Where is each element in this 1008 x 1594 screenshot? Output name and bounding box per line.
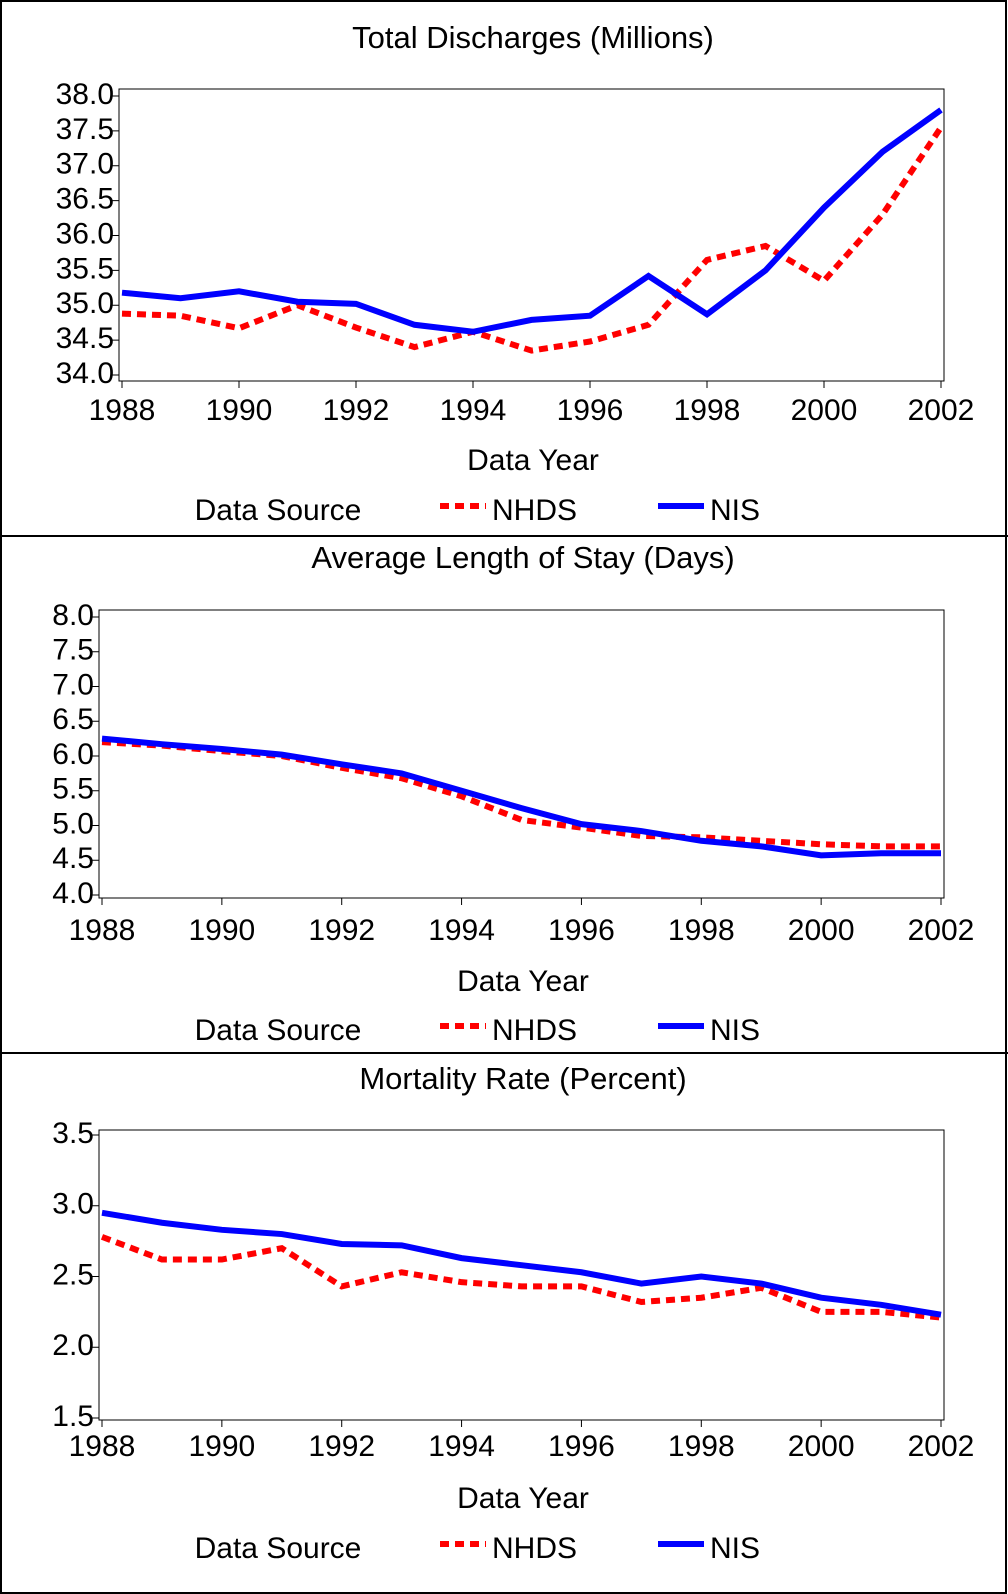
x-tick-label: 1992 — [308, 914, 375, 947]
x-tick-label: 1998 — [668, 1430, 735, 1463]
x-tick-label: 1990 — [188, 1430, 255, 1463]
plot-frame — [98, 1129, 945, 1421]
y-tick-label: 4.0 — [52, 877, 94, 910]
legend-label: NHDS — [492, 494, 577, 527]
x-tick-label: 2002 — [908, 394, 975, 427]
x-tick-label: 1998 — [674, 394, 741, 427]
y-tick-label: 2.0 — [52, 1329, 94, 1362]
y-tick-label: 36.5 — [56, 183, 114, 216]
x-tick-label: 2000 — [791, 394, 858, 427]
y-tick-label: 5.5 — [52, 773, 94, 806]
series-line — [100, 1234, 942, 1321]
legend-title: Data Source — [195, 1532, 362, 1565]
y-tick-label: 5.0 — [52, 807, 94, 840]
y-tick-label: 1.5 — [52, 1400, 94, 1433]
x-tick-label: 1988 — [89, 394, 156, 427]
x-tick-label: 1994 — [428, 1430, 495, 1463]
y-tick-label: 38.0 — [56, 78, 114, 111]
y-tick-label: 35.5 — [56, 252, 114, 285]
y-tick-label: 3.0 — [52, 1188, 94, 1221]
y-tick-label: 34.0 — [56, 357, 114, 390]
plot-frame — [98, 609, 945, 899]
chart-title: Total Discharges (Millions) — [352, 20, 714, 55]
x-tick-label: 1988 — [69, 914, 136, 947]
x-tick-label: 1994 — [428, 914, 495, 947]
x-tick-label: 1990 — [188, 914, 255, 947]
y-tick-label: 6.5 — [52, 703, 94, 736]
y-tick-label: 37.5 — [56, 113, 114, 146]
x-axis-label: Data Year — [457, 965, 589, 998]
legend-label: NHDS — [492, 1014, 577, 1047]
series-line — [121, 107, 943, 335]
y-tick-label: 35.0 — [56, 287, 114, 320]
series-line — [121, 125, 944, 354]
y-tick-label: 7.0 — [52, 668, 94, 701]
series-line — [101, 735, 941, 859]
series-line — [101, 1209, 942, 1318]
legend-label: NIS — [710, 1532, 760, 1565]
x-tick-label: 2002 — [908, 914, 975, 947]
series-line — [101, 739, 941, 850]
chart-title: Average Length of Stay (Days) — [311, 540, 734, 575]
x-tick-label: 1992 — [308, 1430, 375, 1463]
x-tick-label: 1998 — [668, 914, 735, 947]
y-tick-label: 7.5 — [52, 634, 94, 667]
y-tick-label: 2.5 — [52, 1258, 94, 1291]
x-tick-label: 1996 — [548, 914, 615, 947]
legend-title: Data Source — [195, 494, 362, 527]
x-tick-label: 1990 — [206, 394, 273, 427]
x-tick-label: 1994 — [440, 394, 507, 427]
x-tick-label: 1996 — [548, 1430, 615, 1463]
x-tick-label: 2002 — [908, 1430, 975, 1463]
x-tick-label: 2000 — [788, 914, 855, 947]
legend-title: Data Source — [195, 1014, 362, 1047]
y-tick-label: 4.5 — [52, 842, 94, 875]
y-tick-label: 36.0 — [56, 217, 114, 250]
chart-title: Mortality Rate (Percent) — [359, 1061, 686, 1096]
x-axis-label: Data Year — [467, 444, 599, 477]
x-tick-label: 1992 — [323, 394, 390, 427]
legend-label: NIS — [710, 1014, 760, 1047]
x-tick-label: 1996 — [557, 394, 624, 427]
y-tick-label: 37.0 — [56, 148, 114, 181]
y-tick-label: 6.0 — [52, 738, 94, 771]
x-tick-label: 2000 — [788, 1430, 855, 1463]
y-tick-label: 8.0 — [52, 599, 94, 632]
plot-frame — [118, 88, 945, 382]
y-tick-label: 34.5 — [56, 322, 114, 355]
x-tick-label: 1988 — [69, 1430, 136, 1463]
x-axis-label: Data Year — [457, 1482, 589, 1515]
legend-label: NIS — [710, 494, 760, 527]
legend-label: NHDS — [492, 1532, 577, 1565]
y-tick-label: 3.5 — [52, 1117, 94, 1150]
